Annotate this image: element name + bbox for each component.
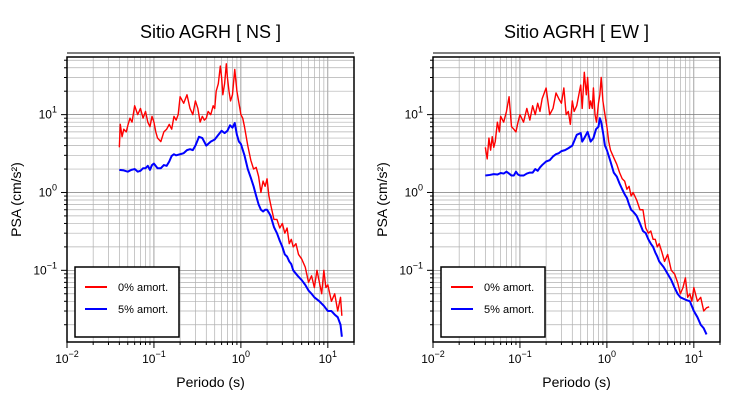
ticks xyxy=(427,59,721,348)
y-tick-label: 10−1 xyxy=(33,260,57,277)
y-tick-label: 10−1 xyxy=(399,260,423,277)
chart-title: Sitio AGRH [ NS ] xyxy=(140,22,281,42)
x-axis-label: Periodo (s) xyxy=(542,374,610,390)
x-tick-label: 10−1 xyxy=(508,349,532,366)
legend: 0% amort. 5% amort. xyxy=(440,266,546,338)
series-line-damped xyxy=(119,122,343,337)
chart-ew: Sitio AGRH [ EW ] 10−2 10−1 100 101 10−1 100 10… xyxy=(374,22,721,390)
legend-label: 0% amort. xyxy=(484,282,534,294)
legend-label: 5% amort. xyxy=(118,304,168,316)
x-tick-label: 101 xyxy=(319,349,337,366)
chart-title: Sitio AGRH [ EW ] xyxy=(504,22,649,42)
x-tick-label: 10−2 xyxy=(55,349,79,366)
x-tick-label: 100 xyxy=(232,349,250,366)
y-tick-label: 101 xyxy=(39,105,57,122)
legend-label: 5% amort. xyxy=(484,304,534,316)
legend-label: 0% amort. xyxy=(118,282,168,294)
chart-ns: Sitio AGRH [ NS ] 10−2 10−1 100 101 10−1 100 10… xyxy=(8,22,355,390)
legend-box xyxy=(74,266,180,338)
x-tick-label: 100 xyxy=(598,349,616,366)
legend: 0% amort. 5% amort. xyxy=(74,266,180,338)
legend-box xyxy=(440,266,546,338)
x-axis-label: Periodo (s) xyxy=(176,374,244,390)
x-tick-label: 10−2 xyxy=(421,349,445,366)
plot-frame xyxy=(432,56,721,343)
x-tick-label: 101 xyxy=(685,349,703,366)
x-tick-label: 10−1 xyxy=(142,349,166,366)
y-tick-label: 101 xyxy=(405,105,423,122)
series-line-damped xyxy=(485,117,708,335)
plot-frame xyxy=(66,56,355,343)
series-line-undamped xyxy=(484,71,710,312)
series-line-undamped xyxy=(118,63,343,316)
y-tick-label: 100 xyxy=(405,182,423,199)
y-axis-label: PSA (cm/s²) xyxy=(8,162,24,237)
y-axis-label: PSA (cm/s²) xyxy=(374,162,390,237)
ticks xyxy=(61,59,355,348)
y-tick-label: 100 xyxy=(39,182,57,199)
